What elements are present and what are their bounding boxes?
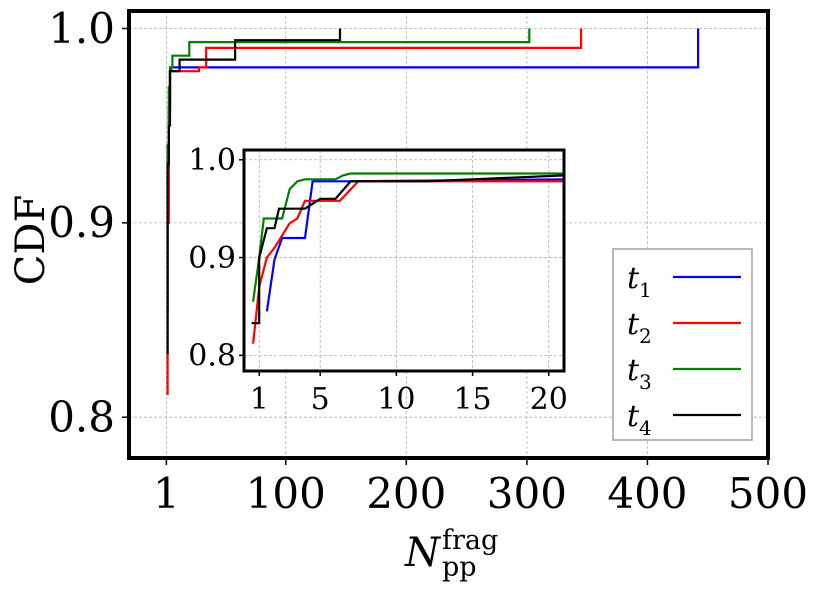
- inset-series-t3: [252, 172, 564, 302]
- main-series: [166, 28, 700, 395]
- main-plot-frame: [127, 9, 770, 460]
- legend-label-t2: t: [627, 307, 640, 342]
- inset-series-t1: [265, 178, 565, 312]
- main-plot: 1 100 200 300 400 500 0.8 0.9 1.0: [48, 4, 808, 518]
- inset-y-tick-label: 1.0: [188, 143, 236, 178]
- legend-label-sub-t2: 2: [639, 324, 652, 348]
- main-x-tick-label: 1: [153, 469, 180, 518]
- x-axis-title-subscript: pp: [442, 552, 477, 583]
- inset-x-tick-label: 10: [377, 382, 415, 417]
- inset-x-tick-label: 5: [311, 382, 330, 417]
- main-y-tick-label: 0.9: [48, 198, 115, 247]
- main-x-tick-label: 300: [487, 469, 567, 518]
- legend-label-sub-t1: 1: [639, 278, 652, 302]
- main-x-tick-label: 100: [246, 469, 326, 518]
- main-y-tick-label: 0.8: [48, 392, 115, 441]
- legend-label-t3: t: [627, 353, 640, 388]
- main-y-tick-label: 1.0: [48, 4, 115, 53]
- legend-label-t1: t: [627, 261, 640, 296]
- main-series-t4: [166, 28, 342, 355]
- inset-x-tick-label: 20: [530, 382, 568, 417]
- x-axis-title-base: N: [404, 530, 442, 576]
- x-axis-title-superscript: frag: [442, 525, 498, 556]
- inset-background: [244, 150, 564, 371]
- legend-label-sub-t3: 3: [639, 370, 652, 394]
- legend-label-t4: t: [627, 399, 640, 434]
- inset-y-tick-label: 0.8: [188, 339, 236, 374]
- inset-axis-ticks: 1 5 10 15 200.80.91.0: [188, 143, 568, 417]
- inset-y-tick-label: 0.9: [188, 241, 236, 276]
- legend-box: [612, 248, 753, 441]
- inset-series: [251, 172, 565, 344]
- main-series-t3: [166, 28, 531, 312]
- inset-series-t4: [251, 174, 565, 325]
- x-axis-title: N frag pp: [404, 525, 498, 583]
- inset-series-t2: [252, 180, 564, 344]
- inset-x-tick-label: 15: [453, 382, 491, 417]
- inset-plot: 1 5 10 15 200.80.91.0: [188, 143, 568, 417]
- main-x-tick-label: 400: [607, 469, 687, 518]
- main-x-tick-label: 200: [366, 469, 446, 518]
- legend: t 1t 2t 3t 4: [612, 248, 753, 441]
- main-x-tick-label: 500: [728, 469, 808, 518]
- inset-plot-frame: [242, 148, 566, 373]
- inset-x-tick-label: 1: [250, 382, 269, 417]
- main-axis-ticks: 1 100 200 300 400 500 0.8 0.9 1.0: [48, 4, 808, 518]
- y-axis-title: CDF: [8, 195, 54, 285]
- legend-label-sub-t4: 4: [639, 416, 652, 440]
